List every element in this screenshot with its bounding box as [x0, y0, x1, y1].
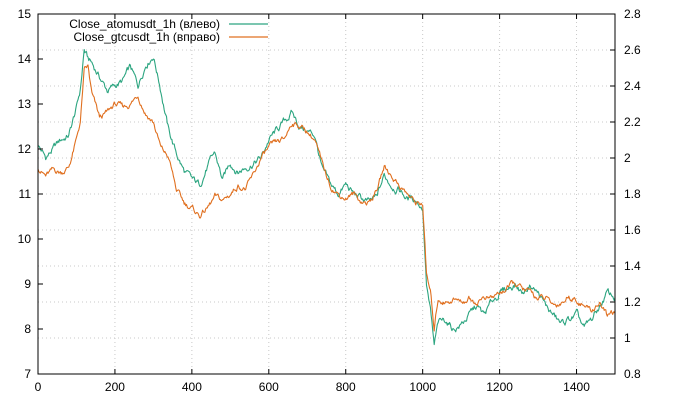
series-line-1 [37, 49, 616, 346]
x-tick-label: 1000 [409, 380, 436, 394]
y-left-tick-label: 8 [24, 322, 31, 336]
y-right-tick-label: 1.8 [624, 187, 641, 201]
ticks [37, 13, 615, 375]
x-tick-label: 600 [259, 380, 279, 394]
y-right-tick-label: 1.2 [624, 295, 641, 309]
y-right-tick-label: 2.2 [624, 115, 641, 129]
y-right-tick-label: 2.6 [624, 43, 641, 57]
x-tick-label: 200 [105, 380, 125, 394]
y-right-tick-label: 2.8 [624, 7, 641, 21]
y-left-tick-label: 15 [18, 7, 32, 21]
grid [38, 14, 615, 374]
legend-label: Close_gtcusdt_1h (вправо) [73, 30, 220, 44]
legend: Close_atomusdt_1h (влево)Close_gtcusdt_1… [69, 17, 268, 44]
y-left-tick-label: 7 [24, 367, 31, 381]
x-tick-label: 1200 [486, 380, 513, 394]
series-layer [37, 49, 616, 346]
legend-label: Close_atomusdt_1h (влево) [69, 17, 220, 31]
y-left-tick-label: 13 [18, 97, 32, 111]
y-right-tick-label: 1.6 [624, 223, 641, 237]
y-right-tick-label: 0.8 [624, 367, 641, 381]
y-right-tick-label: 2.4 [624, 79, 641, 93]
y-right-tick-label: 1 [624, 331, 631, 345]
y-right-tick-label: 2 [624, 151, 631, 165]
tick-labels: 0 200 400 600 800 1000 1200 1400789101112131415… [18, 7, 641, 394]
x-tick-label: 800 [336, 380, 356, 394]
x-tick-label: 0 [35, 380, 42, 394]
y-left-tick-label: 12 [18, 142, 32, 156]
y-left-tick-label: 14 [18, 52, 32, 66]
x-tick-label: 400 [182, 380, 202, 394]
y-left-tick-label: 11 [19, 187, 32, 201]
series-line-2 [37, 64, 616, 332]
y-right-tick-label: 1.4 [624, 259, 641, 273]
y-left-tick-label: 10 [18, 232, 32, 246]
x-tick-label: 1400 [563, 380, 590, 394]
y-left-tick-label: 9 [24, 277, 31, 291]
